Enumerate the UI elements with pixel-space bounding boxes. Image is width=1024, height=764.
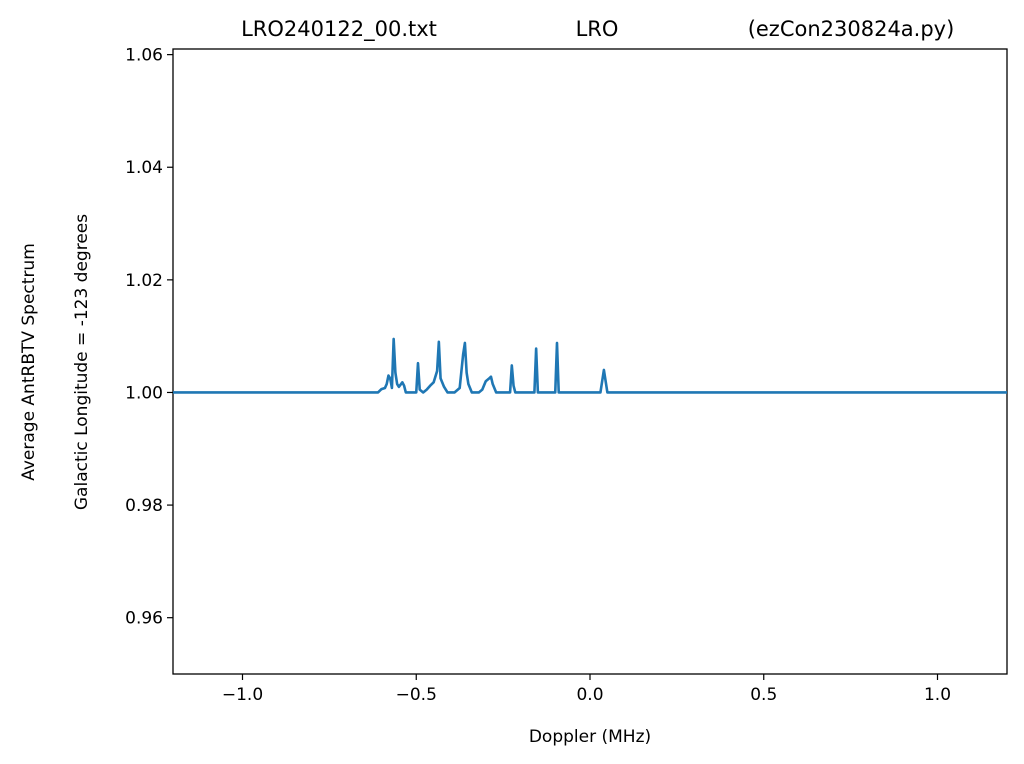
y-tick-label: 0.98 (125, 496, 163, 516)
y-axis-label-line1: Average AntRBTV Spectrum (19, 243, 39, 481)
x-axis-label: Doppler (MHz) (529, 727, 651, 747)
y-axis-label-line2: Galactic Longitude = -123 degrees (72, 214, 92, 510)
y-tick-label: 1.04 (125, 158, 163, 178)
title-right: (ezCon230824a.py) (748, 17, 955, 41)
y-tick-label: 1.06 (125, 46, 163, 66)
x-tick-label: 0.5 (750, 685, 777, 705)
y-tick-label: 0.96 (125, 609, 163, 629)
title-center: LRO (576, 17, 619, 41)
plot-frame (172, 48, 1008, 675)
x-tick-label: −1.0 (222, 685, 263, 705)
x-tick-label: 0.0 (576, 685, 603, 705)
x-tick-label: −0.5 (396, 685, 437, 705)
x-tick-label: 1.0 (924, 685, 951, 705)
series-line-0 (173, 337, 1007, 394)
y-tick-label: 1.02 (125, 271, 163, 291)
title-left: LRO240122_00.txt (241, 17, 437, 42)
y-tick-label: 1.00 (125, 383, 163, 403)
